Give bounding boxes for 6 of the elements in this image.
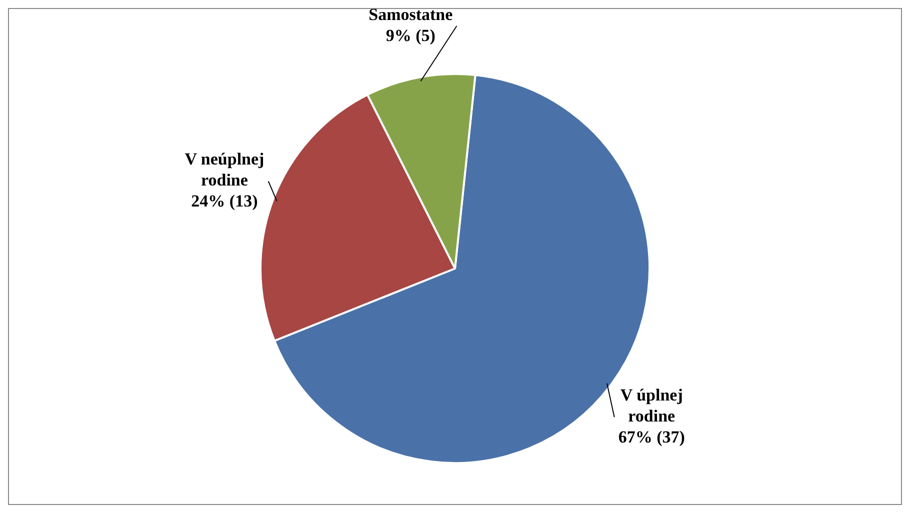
data-label: 24% (13)	[191, 192, 258, 211]
slice-label: Samostatne	[368, 4, 454, 24]
data-label: 9% (5)	[386, 26, 436, 45]
slice-label: V neúplnej rodine	[184, 150, 264, 190]
data-label: 67% (37)	[618, 428, 685, 447]
slice-label: V úplnej rodine	[620, 386, 683, 426]
